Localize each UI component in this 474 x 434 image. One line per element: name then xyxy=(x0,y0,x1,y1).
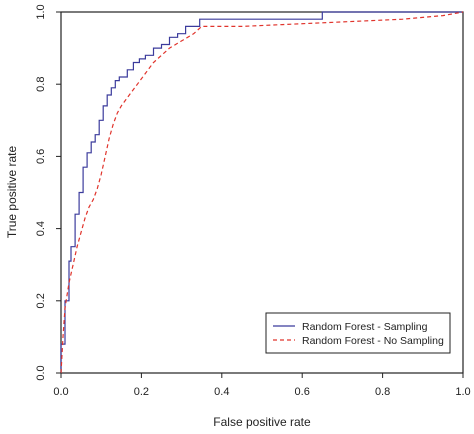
y-axis-ticks: 0.0 0.2 0.4 0.6 0.8 1.0 xyxy=(35,4,61,381)
y-tick-label: 1.0 xyxy=(35,4,47,19)
y-axis-title: True positive rate xyxy=(5,146,19,239)
y-tick-label: 0.6 xyxy=(35,149,47,164)
x-axis-ticks: 0.0 0.2 0.4 0.6 0.8 1.0 xyxy=(53,373,471,398)
plot-frame xyxy=(60,11,464,374)
x-tick-label: 1.0 xyxy=(455,386,470,398)
legend-label: Random Forest - No Sampling xyxy=(302,335,444,347)
legend: Random Forest - Sampling Random Forest - … xyxy=(265,312,451,354)
y-tick-label: 0.8 xyxy=(35,77,47,92)
series-line-sampling xyxy=(60,11,463,373)
series-line-no-sampling xyxy=(60,11,464,374)
x-tick-label: 0.0 xyxy=(53,386,68,398)
x-tick-label: 0.8 xyxy=(375,386,390,398)
x-tick-label: 0.6 xyxy=(295,386,310,398)
y-tick-label: 0.0 xyxy=(35,365,47,380)
y-tick-label: 0.2 xyxy=(35,293,47,308)
legend-box xyxy=(265,312,451,354)
x-axis-title: False positive rate xyxy=(213,415,311,429)
x-tick-label: 0.2 xyxy=(134,386,149,398)
plot-area xyxy=(60,11,464,374)
y-tick-label: 0.4 xyxy=(35,221,47,236)
legend-label: Random Forest - Sampling xyxy=(302,321,428,333)
x-tick-label: 0.4 xyxy=(214,386,229,398)
